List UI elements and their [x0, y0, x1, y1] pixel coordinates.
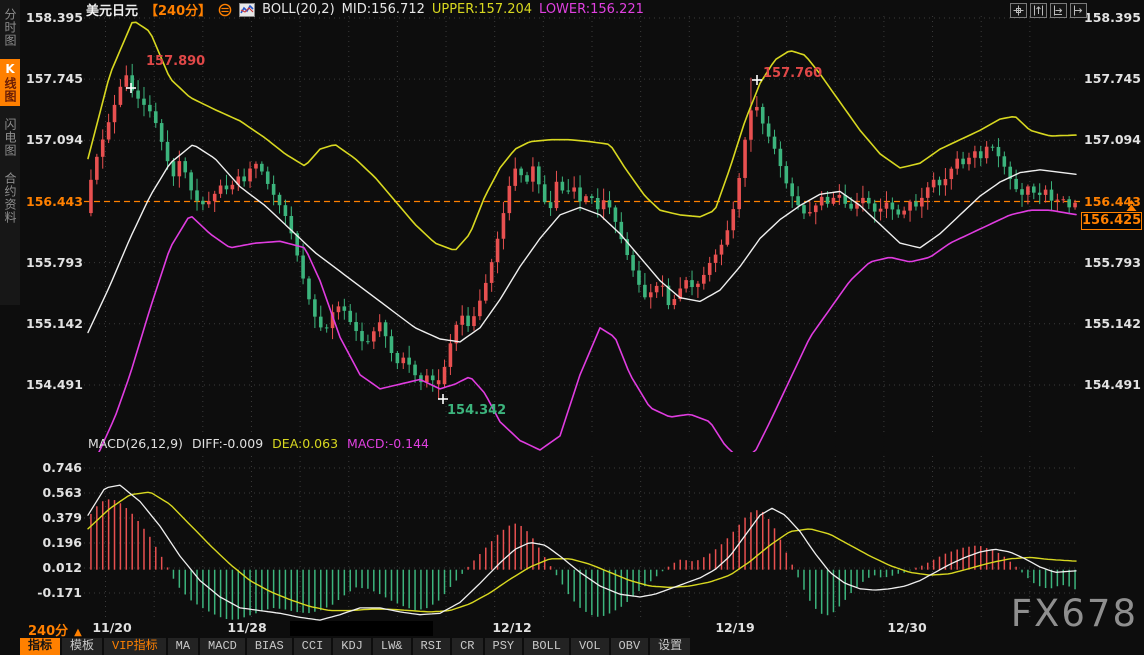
sidebar-item-tab[interactable]: 分时图	[0, 5, 20, 50]
interval-tag[interactable]: 【240分】	[145, 0, 211, 19]
axis-price-label: 154.491	[26, 377, 82, 392]
redaction-box	[290, 621, 433, 636]
boll-upper-value: UPPER:157.204	[432, 2, 532, 17]
menu-circle-icon[interactable]	[218, 3, 232, 17]
axis-price-label: 0.746	[26, 460, 82, 475]
indicator-tab-[interactable]: 设置	[650, 638, 690, 655]
indicator-tab-[interactable]: 指标	[20, 638, 60, 655]
pan-right-icon[interactable]	[1070, 3, 1087, 18]
indicator-tab-vip[interactable]: VIP指标	[104, 638, 166, 655]
sidebar-item-tab[interactable]: 闪电图	[0, 115, 20, 160]
period-arrow-icon: ▲	[74, 627, 82, 638]
price-extreme-label: 157.760	[763, 66, 822, 81]
indicator-tab-psy[interactable]: PSY	[485, 638, 523, 655]
axis-price-label: 155.142	[26, 316, 82, 331]
indicator-tab-rsi[interactable]: RSI	[413, 638, 451, 655]
chart-tools	[1010, 3, 1087, 18]
macd-dea-value: DEA:0.063	[272, 436, 338, 451]
axis-price-label: 157.094	[1084, 132, 1141, 147]
indicator-toolbar: 指标模板VIP指标MAMACDBIASCCIKDJLW&RSICRPSYBOLL…	[20, 638, 692, 655]
price-alert-icon[interactable]	[1125, 197, 1138, 216]
date-tick-label: 12/12	[492, 620, 531, 635]
date-tick-label: 12/19	[715, 620, 754, 635]
macd-params-label: MACD(26,12,9)	[88, 436, 183, 451]
axis-zoom-in-icon[interactable]	[1030, 3, 1047, 18]
axis-price-label: 0.012	[26, 560, 82, 575]
axis-price-label: 0.379	[26, 510, 82, 525]
sidebar-item-tab[interactable]: 合约资料	[0, 169, 20, 227]
axis-price-label: -0.171	[26, 585, 82, 600]
boll-lower-value: LOWER:156.221	[539, 2, 644, 17]
macd-indicator-header: MACD(26,12,9) DIFF:-0.009 DEA:0.063 MACD…	[88, 436, 429, 451]
axis-price-label: 0.563	[26, 485, 82, 500]
axis-price-label: 157.745	[1084, 71, 1141, 86]
indicator-tab-boll[interactable]: BOLL	[524, 638, 569, 655]
axis-price-label: 0.196	[26, 535, 82, 550]
indicator-tab-macd[interactable]: MACD	[200, 638, 245, 655]
macd-macd-value: MACD:-0.144	[347, 436, 429, 451]
axis-price-label: 157.094	[26, 132, 82, 147]
chart-type-sidebar: 分时图 K线图闪电图合约资料	[0, 0, 20, 305]
indicator-tab-cr[interactable]: CR	[452, 638, 482, 655]
axis-zoom-out-icon[interactable]	[1050, 3, 1067, 18]
axis-price-label: 158.395	[1084, 10, 1141, 25]
date-axis: 11/20 11/28 12/12 12/19 12/30	[0, 619, 1144, 637]
boll-label: BOLL(20,2)	[262, 2, 335, 17]
axis-price-label: 157.745	[26, 71, 82, 86]
symbol-title: 美元日元	[86, 0, 138, 19]
mini-chart-icon[interactable]	[239, 3, 255, 17]
axis-price-label: 156.443	[26, 194, 82, 209]
axis-price-label: 158.395	[26, 10, 82, 25]
axis-price-label: 155.142	[1084, 316, 1141, 331]
sidebar-item-active[interactable]: K线图	[0, 59, 20, 106]
date-tick-label: 12/30	[887, 620, 926, 635]
indicator-tab-obv[interactable]: OBV	[611, 638, 649, 655]
chart-header: 美元日元 【240分】 BOLL(20,2) MID:156.712 UPPER…	[86, 1, 644, 18]
chart-canvas[interactable]	[0, 0, 1144, 655]
axis-price-label: 155.793	[1084, 255, 1141, 270]
axis-price-label: 154.491	[1084, 377, 1141, 392]
date-tick-label: 11/20	[92, 620, 131, 635]
axis-price-label: 155.793	[26, 255, 82, 270]
indicator-tab-kdj[interactable]: KDJ	[333, 638, 371, 655]
period-selector[interactable]: 240分 ▲	[28, 620, 82, 639]
indicator-tab-lw[interactable]: LW&	[373, 638, 411, 655]
indicator-tab-ma[interactable]: MA	[168, 638, 198, 655]
date-tick-label: 11/28	[227, 620, 266, 635]
crosshair-icon[interactable]	[1010, 3, 1027, 18]
period-text: 240分	[28, 624, 68, 639]
macd-diff-value: DIFF:-0.009	[192, 436, 263, 451]
price-extreme-label: 154.342	[447, 403, 506, 418]
indicator-tab-cci[interactable]: CCI	[294, 638, 332, 655]
indicator-tab-vol[interactable]: VOL	[571, 638, 609, 655]
indicator-tab-[interactable]: 模板	[62, 638, 102, 655]
boll-mid-value: MID:156.712	[342, 2, 425, 17]
indicator-tab-bias[interactable]: BIAS	[247, 638, 292, 655]
price-extreme-label: 157.890	[146, 54, 205, 69]
